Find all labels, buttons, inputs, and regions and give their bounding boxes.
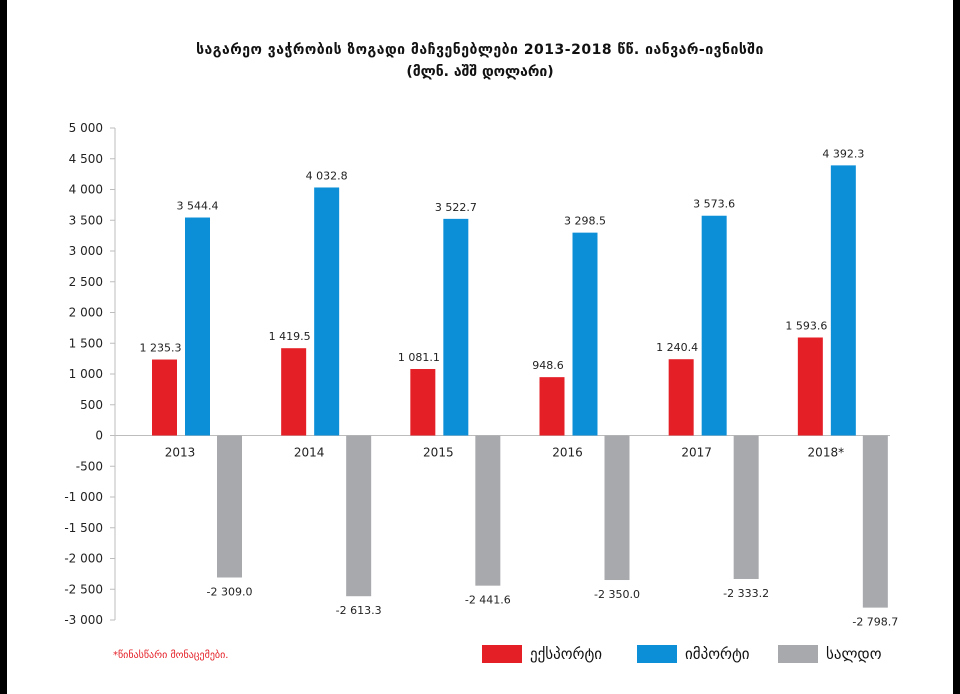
y-tick-label: 4 500 bbox=[69, 152, 103, 166]
y-tick-label: 2 500 bbox=[69, 275, 103, 289]
data-label: 1 593.6 bbox=[785, 319, 827, 332]
y-tick-label: 2 000 bbox=[69, 306, 103, 320]
legend-swatch-export bbox=[482, 645, 522, 663]
data-label: -2 798.7 bbox=[852, 616, 898, 629]
bar-import bbox=[572, 232, 598, 436]
data-label: 3 522.7 bbox=[435, 201, 477, 214]
bar-export bbox=[281, 348, 307, 436]
bar-export bbox=[539, 377, 565, 436]
left-frame-border bbox=[0, 0, 7, 694]
data-label: -2 333.2 bbox=[723, 587, 769, 600]
data-label: 3 573.6 bbox=[693, 198, 735, 211]
bar-saldo bbox=[733, 435, 759, 579]
legend-label-export: ექსპორტი bbox=[530, 645, 603, 663]
data-label: 1 235.3 bbox=[140, 342, 182, 355]
bar-saldo bbox=[217, 435, 242, 578]
y-tick-label: -1 500 bbox=[64, 521, 103, 535]
bar-saldo bbox=[346, 435, 372, 597]
x-tick-label: 2014 bbox=[294, 446, 325, 460]
chart-subtitle: (მლნ. აშშ დოლარი) bbox=[406, 64, 554, 80]
bar-export bbox=[152, 359, 177, 436]
data-label: -2 441.6 bbox=[465, 594, 511, 607]
x-tick-label: 2015 bbox=[423, 446, 454, 460]
y-tick-label: -1 000 bbox=[64, 490, 103, 504]
legend-label-saldo: სალდო bbox=[826, 645, 882, 663]
y-tick-label: 500 bbox=[80, 398, 103, 412]
y-tick-label: 5 000 bbox=[69, 121, 103, 135]
bar-export bbox=[668, 359, 694, 436]
data-label: 4 032.8 bbox=[306, 169, 348, 182]
bar-import bbox=[443, 218, 469, 436]
data-label: -2 613.3 bbox=[336, 604, 382, 617]
footnote: *წინასწარი მონაცემები. bbox=[113, 650, 229, 661]
data-label: 4 392.3 bbox=[822, 147, 864, 160]
bar-saldo bbox=[604, 435, 630, 581]
data-label: -2 309.0 bbox=[207, 586, 253, 599]
bar-import bbox=[701, 215, 727, 436]
x-tick-label: 2018* bbox=[808, 446, 845, 460]
y-tick-label: 1 000 bbox=[69, 367, 103, 381]
data-label: 948.6 bbox=[532, 359, 564, 372]
y-tick-label: -2 500 bbox=[64, 582, 103, 596]
bar-export bbox=[797, 337, 823, 436]
y-tick-label: -500 bbox=[76, 459, 103, 473]
y-tick-label: 3 500 bbox=[69, 213, 103, 227]
bar-import bbox=[185, 217, 210, 436]
legend-item-import: იმპორტი bbox=[637, 645, 750, 663]
legend-label-import: იმპორტი bbox=[685, 645, 750, 663]
data-label: 1 419.5 bbox=[269, 330, 311, 343]
bar-import bbox=[314, 187, 340, 436]
legend-swatch-saldo bbox=[778, 645, 818, 663]
y-tick-label: -3 000 bbox=[64, 613, 103, 627]
x-tick-label: 2016 bbox=[552, 446, 583, 460]
bar-saldo bbox=[862, 435, 888, 608]
right-frame-border bbox=[953, 0, 960, 694]
y-tick-label: -2 000 bbox=[64, 552, 103, 566]
x-tick-label: 2013 bbox=[165, 446, 196, 460]
data-label: -2 350.0 bbox=[594, 588, 640, 601]
x-tick-label: 2017 bbox=[681, 446, 712, 460]
legend-swatch-import bbox=[637, 645, 677, 663]
y-tick-label: 0 bbox=[95, 429, 103, 443]
data-label: 1 081.1 bbox=[398, 351, 440, 364]
legend-item-saldo: სალდო bbox=[778, 645, 881, 663]
data-label: 3 298.5 bbox=[564, 215, 606, 228]
bar-saldo bbox=[475, 435, 501, 586]
chart-title: საგარეო ვაჭრობის ზოგადი მაჩვენებლები 201… bbox=[196, 42, 764, 58]
data-label: 1 240.4 bbox=[656, 341, 698, 354]
data-label: 3 544.4 bbox=[177, 200, 219, 213]
bar-import bbox=[830, 165, 856, 436]
legend-item-export: ექსპორტი bbox=[482, 645, 602, 663]
bar-export bbox=[410, 369, 436, 436]
y-tick-label: 1 500 bbox=[69, 336, 103, 350]
y-tick-label: 4 000 bbox=[69, 183, 103, 197]
y-tick-label: 3 000 bbox=[69, 244, 103, 258]
